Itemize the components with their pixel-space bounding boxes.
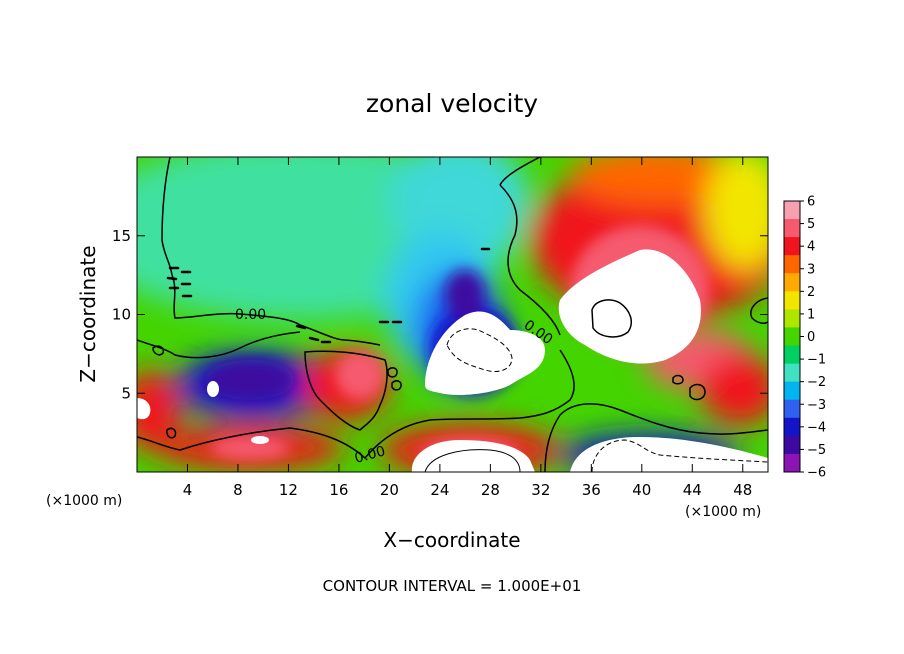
- colorbar-swatch: [784, 273, 800, 292]
- colorbar-tick-label: −2: [807, 375, 826, 390]
- y-axis-title: Z−coordinate: [76, 245, 100, 382]
- y-axis: 5 10 15: [112, 227, 768, 402]
- colorbar-swatch: [784, 309, 800, 328]
- colorbar-swatch: [784, 201, 800, 220]
- contour-small-loop-d: [391, 380, 402, 391]
- contour-tick: [308, 336, 320, 342]
- x-tick-label: 24: [430, 481, 449, 499]
- contour-small-loop-f: [152, 345, 165, 356]
- contour-label: 0.00: [353, 443, 387, 467]
- x-tick-label: 48: [733, 481, 752, 499]
- x-tick-label: 40: [632, 481, 651, 499]
- x-tick-label: 4: [183, 481, 193, 499]
- contour-zero-east-ridge: [499, 184, 561, 336]
- x-tick-label: 28: [481, 481, 500, 499]
- contour-small-loop-c: [387, 367, 398, 378]
- x-axis-unit-left: (×1000 m): [46, 493, 122, 509]
- x-axis-title: X−coordinate: [383, 528, 520, 552]
- x-tick-label: 8: [233, 481, 243, 499]
- colorbar-tick-label: 5: [807, 217, 815, 232]
- contour-negative-center: [446, 328, 513, 372]
- colorbar-swatch: [784, 453, 800, 473]
- contour-small-loop-a: [672, 374, 684, 385]
- contour-zero-right-band: [544, 403, 768, 472]
- colorbar-tick-label: 4: [807, 240, 815, 255]
- out-of-range-region-east: [558, 249, 701, 364]
- out-of-range-region-center: [425, 311, 545, 396]
- negative-contours: [446, 328, 768, 472]
- colorbar-swatch: [784, 363, 800, 383]
- colorbar-swatch: [784, 381, 800, 401]
- contour-tick: [295, 324, 307, 330]
- colorbar-swatch: [784, 237, 800, 256]
- out-of-range-region-bottom-right: [570, 437, 768, 472]
- colorbar-swatch: [784, 399, 800, 419]
- colorbar-swatch: [784, 219, 800, 238]
- contour-zero-east-ridge-top: [499, 157, 541, 186]
- colorbar-swatch: [784, 255, 800, 274]
- contour-ticks: [166, 247, 491, 344]
- x-tick-label: 32: [531, 481, 550, 499]
- contour-lines: [137, 157, 768, 472]
- contour-zero-lower-band: [137, 349, 575, 460]
- out-of-range-region-small-mid: [251, 436, 269, 444]
- colorbar-tick-label: −1: [807, 353, 826, 368]
- colorbar-swatch: [784, 291, 800, 310]
- colorbar-tick-label: −6: [807, 466, 826, 481]
- colorbar-swatch: [784, 345, 800, 365]
- x-axis-unit-right: (×1000 m): [685, 504, 761, 520]
- colorbar-tick-label: 6: [807, 195, 815, 210]
- x-tick-label: 44: [683, 481, 702, 499]
- y-tick-label: 5: [121, 384, 131, 402]
- contour-label: 0.00: [235, 307, 266, 323]
- contour-bottom-core: [424, 449, 521, 472]
- heatmap-field: [137, 157, 768, 472]
- contour-small-loop-b: [689, 383, 706, 401]
- colorbar-tick-label: −4: [807, 420, 826, 435]
- contour-small-loop-e: [166, 427, 177, 439]
- contour-negative-bottom-right: [591, 439, 768, 472]
- x-tick-label: 36: [582, 481, 601, 499]
- colorbar-swatch: [784, 417, 800, 437]
- colorbar-tick-label: 2: [807, 285, 815, 300]
- contour-zero-left-band: [137, 331, 301, 359]
- contour-right-edge-lobe: [750, 297, 768, 324]
- colorbar-tick-label: 1: [807, 307, 815, 322]
- contour-interval-note: CONTOUR INTERVAL = 1.000E+01: [323, 577, 582, 595]
- contour-positive-east-core: [591, 299, 632, 338]
- colorbar-tick-label: 0: [807, 330, 815, 345]
- y-tick-label: 15: [112, 227, 131, 245]
- colorbar-swatch: [784, 327, 800, 347]
- out-of-range-region-small-left: [207, 381, 219, 397]
- x-tick-label: 12: [279, 481, 298, 499]
- x-tick-label: 16: [329, 481, 348, 499]
- chart-title: zonal velocity: [366, 89, 538, 118]
- colorbar-tick-label: −5: [807, 443, 826, 458]
- out-of-range-region-bottom: [411, 440, 535, 472]
- y-tick-label: 10: [112, 306, 131, 324]
- colorbar-tick-label: 3: [807, 262, 815, 277]
- contour-zero-upper-band: [171, 274, 381, 346]
- x-tick-label: 20: [380, 481, 399, 499]
- contour-tick: [166, 276, 178, 281]
- colorbar-swatch: [784, 435, 800, 455]
- out-of-range-region-left-lobe: [137, 398, 151, 420]
- x-axis: 4 8 12 16 20 24 28 32 36 40 44 48: [183, 157, 752, 499]
- contour-zero-interior-box: [304, 350, 388, 431]
- colorbar: 6 5 4 3 2 1 0 −1 −2 −3 −4 −5 −6: [783, 195, 826, 481]
- contour-zero-left-vertical: [161, 157, 173, 276]
- colorbar-tick-label: −3: [807, 398, 826, 413]
